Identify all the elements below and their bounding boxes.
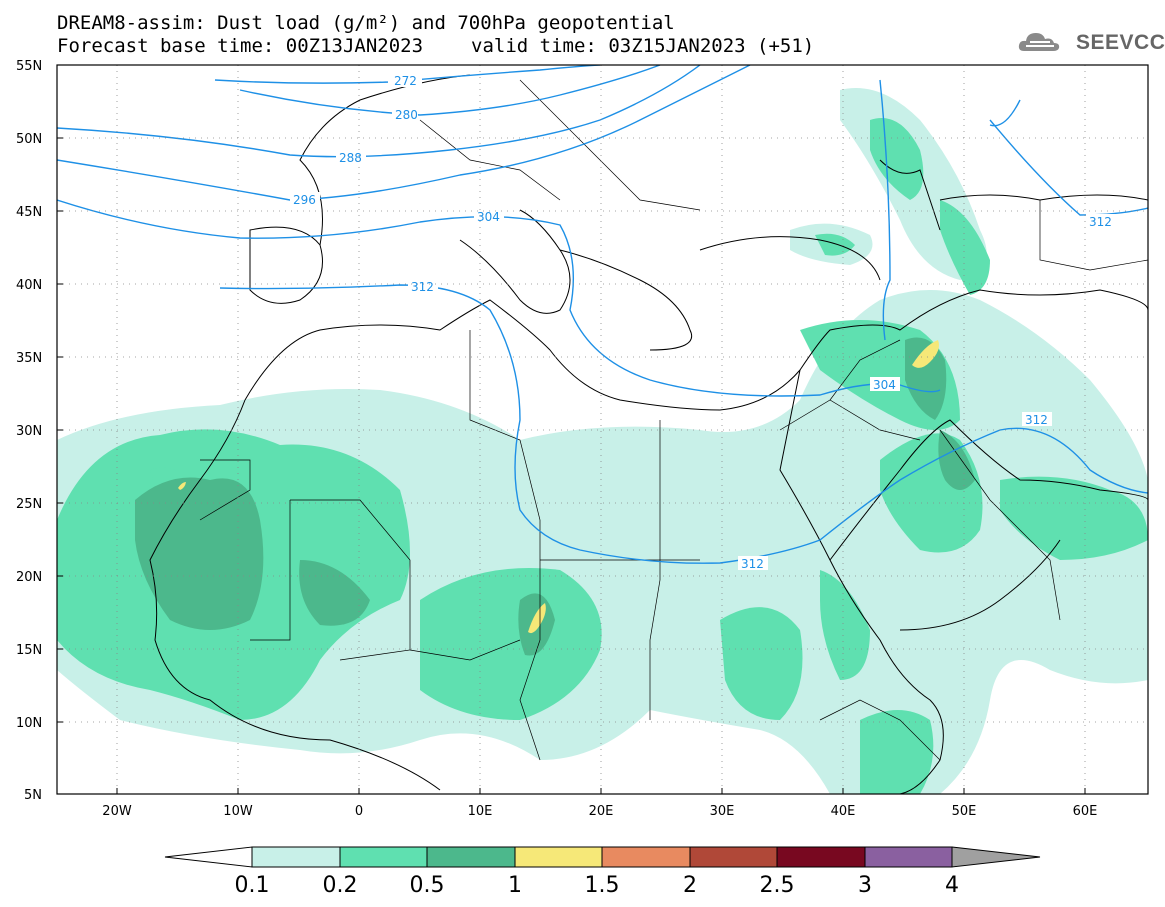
lat-label: 35N: [16, 351, 42, 366]
colorbar-label: 3: [858, 873, 872, 898]
colorbar-swatch: [601, 846, 691, 868]
forecast-base-time: Forecast base time: 00Z13JAN2023: [57, 35, 424, 57]
lon-label: 30E: [710, 804, 735, 819]
lon-label: 50E: [952, 804, 977, 819]
contour-label: 312: [1089, 215, 1112, 229]
lat-label: 5N: [24, 788, 42, 803]
contour-label: 272: [394, 74, 417, 88]
colorbar-label: 4: [945, 873, 959, 898]
colorbar-label: 1.5: [585, 873, 620, 898]
map-title: DREAM8-assim: Dust load (g/m²) and 700hP…: [57, 12, 675, 34]
axis-ticks: [57, 64, 1086, 795]
lon-label: 20W: [102, 804, 132, 819]
valid-time: valid time: 03Z15JAN2023 (+51): [471, 35, 815, 57]
lat-label: 50N: [16, 132, 42, 147]
colorbar-swatch: [251, 846, 341, 868]
lon-label: 10E: [468, 804, 493, 819]
lat-label: 25N: [16, 497, 42, 512]
colorbar-swatch: [864, 846, 953, 868]
contour-label: 312: [741, 557, 764, 571]
colorbar-swatch: [776, 846, 866, 868]
colorbar-swatch: [426, 846, 516, 868]
dust-layer-peak: [178, 340, 939, 634]
lat-label: 55N: [16, 59, 42, 74]
colorbar-swatch: [514, 846, 603, 868]
lat-label: 30N: [16, 424, 42, 439]
geopotential-contours: [57, 65, 1148, 564]
lat-label: 20N: [16, 570, 42, 585]
lat-label: 40N: [16, 278, 42, 293]
lon-label: 10W: [223, 804, 253, 819]
colorbar-label: 0.2: [323, 873, 358, 898]
coastlines: [149, 74, 1148, 794]
lon-label: 40E: [831, 804, 856, 819]
logo-text: SEEVCCC: [1076, 31, 1165, 54]
colorbar-labels: 0.1 0.2 0.5 1 1.5 2 2.5 3 4: [235, 873, 960, 898]
contour-label: 280: [395, 108, 418, 122]
colorbar-label: 2: [683, 873, 697, 898]
contour-label: 304: [477, 210, 500, 224]
time-info: Forecast base time: 00Z13JAN2023 valid ti…: [57, 35, 814, 57]
colorbar-swatch: [689, 846, 778, 868]
cloud-icon: [1018, 33, 1060, 51]
colorbar-label: 0.5: [410, 873, 445, 898]
lon-label: 20E: [589, 804, 614, 819]
colorbar-swatch: [339, 846, 428, 868]
lat-label: 10N: [16, 716, 42, 731]
contour-label: 312: [411, 280, 434, 294]
country-borders: [199, 79, 1148, 761]
contour-label: 304: [873, 378, 896, 392]
lon-label: 0: [355, 804, 363, 819]
lat-label: 15N: [16, 643, 42, 658]
colorbar-label: 0.1: [235, 873, 270, 898]
dust-layer-dark: [135, 337, 975, 656]
seevccc-logo: SEEVCCC: [1016, 27, 1165, 57]
colorbar-over-arrow: [951, 846, 1041, 868]
longitude-labels: 20W 10W 0 10E 20E 30E 40E 50E 60E: [102, 804, 1097, 819]
contour-label: 296: [293, 193, 316, 207]
colorbar-label: 2.5: [760, 873, 795, 898]
contour-labels: 272 280 288 296 304 312 312 304 312 312: [290, 73, 1116, 571]
colorbar-under-arrow: [164, 846, 253, 868]
contour-label: 312: [1025, 413, 1048, 427]
latitude-labels: 55N 50N 45N 40N 35N 30N 25N 20N 15N 10N …: [16, 59, 42, 803]
contour-label: 288: [339, 151, 362, 165]
colorbar: [164, 846, 1041, 868]
lat-label: 45N: [16, 205, 42, 220]
colorbar-label: 1: [508, 873, 522, 898]
lon-label: 60E: [1073, 804, 1098, 819]
